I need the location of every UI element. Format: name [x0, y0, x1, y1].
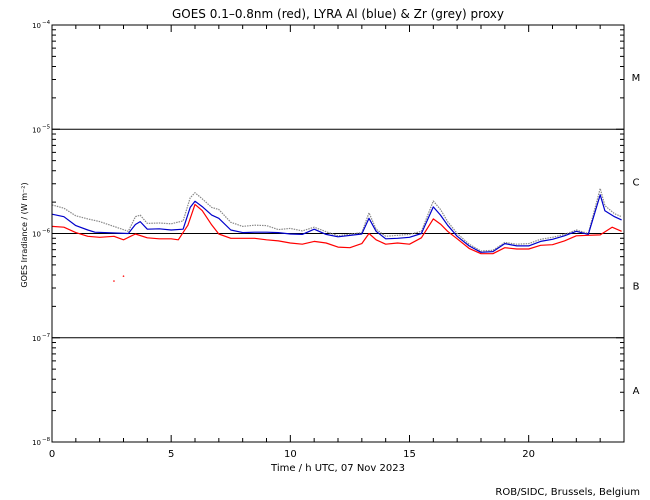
y-tick-exponent: −7: [42, 333, 51, 339]
x-tick-label: 5: [168, 449, 174, 460]
x-tick-label: 0: [49, 449, 55, 460]
y-tick-exponent: −8: [42, 437, 51, 443]
x-tick-label: 20: [522, 449, 535, 460]
series-layer: [51, 187, 622, 282]
credit-text: ROB/SIDC, Brussels, Belgium: [495, 487, 640, 498]
flare-class-m: M: [632, 73, 641, 84]
y-tick-label: 10 −8: [32, 437, 51, 447]
y-tick-base: 10: [32, 126, 41, 134]
y-tick-label: 10 −4: [32, 20, 51, 30]
y-tick-base: 10: [32, 231, 41, 239]
y-axis-label: GOES Irradiance / (W m⁻²): [20, 182, 29, 287]
x-axis: 0 5 10 15 20: [49, 25, 625, 460]
x-tick-label: 10: [284, 449, 297, 460]
flare-class-c: C: [633, 177, 640, 188]
chart-title: GOES 0.1–0.8nm (red), LYRA Al (blue) & Z…: [172, 7, 504, 21]
flare-threshold-lines: [52, 128, 624, 339]
y-tick-exponent: −5: [42, 124, 51, 130]
x-tick-label: 15: [403, 449, 416, 460]
flare-class-a: A: [633, 386, 640, 397]
outlier-point: [113, 280, 115, 282]
x-axis-label: Time / h UTC, 07 Nov 2023: [270, 463, 405, 474]
series-line-goes: [51, 203, 622, 255]
y-tick-exponent: −4: [42, 20, 51, 26]
y-tick-label: 10 −6: [32, 229, 51, 239]
y-tick-label: 10 −5: [32, 124, 51, 134]
flare-class-b: B: [633, 282, 640, 293]
series-line-zr: [51, 187, 622, 252]
y-tick-base: 10: [32, 335, 41, 343]
flare-class-labels: A B C M: [632, 73, 641, 397]
y-tick-base: 10: [32, 22, 41, 30]
y-tick-label: 10 −7: [32, 333, 51, 343]
y-axis: 10−810−710−610−510−4: [32, 20, 624, 447]
y-tick-base: 10: [32, 439, 41, 447]
series-line-lyra-al: [51, 194, 622, 253]
outlier-point: [122, 275, 125, 277]
y-tick-exponent: −6: [42, 229, 51, 235]
